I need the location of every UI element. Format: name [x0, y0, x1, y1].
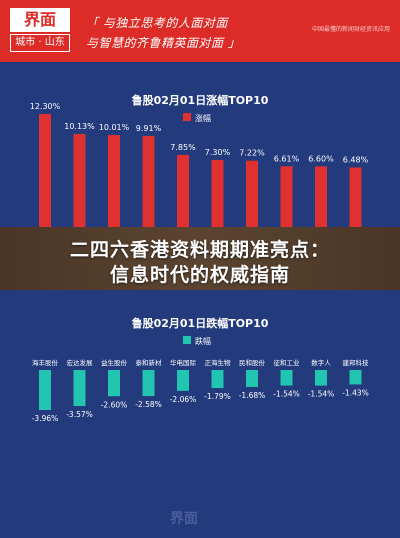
- bar-value-label: -3.96%: [32, 414, 59, 423]
- bar: [39, 114, 51, 227]
- bar: [280, 370, 293, 386]
- category-label: 海丰股份: [32, 358, 59, 367]
- bar: [349, 167, 362, 227]
- bar: [142, 370, 155, 397]
- bar: [280, 166, 293, 227]
- bar-value-label: 10.01%: [99, 123, 130, 132]
- bar-value-label: 7.85%: [170, 143, 196, 152]
- bar: [315, 370, 327, 386]
- legend-label: 跌幅: [195, 336, 211, 346]
- bar-value-label: 7.22%: [239, 149, 265, 158]
- legend-label: 涨幅: [195, 113, 211, 123]
- headline-line-2: 信息时代的权威指南: [109, 264, 290, 286]
- bar: [142, 135, 155, 227]
- logo-sub-text: 城市 · 山东: [10, 34, 70, 52]
- bar: [315, 166, 327, 227]
- bar-value-label: 7.30%: [205, 148, 231, 157]
- bar: [246, 370, 258, 387]
- category-label: 民和股份: [239, 358, 266, 367]
- legend-swatch: [183, 113, 191, 121]
- slogan-line-1: 「 与独立思考的人面对面: [86, 16, 228, 30]
- bar-value-label: 6.48%: [343, 155, 369, 164]
- category-label: 益生股份: [101, 358, 128, 367]
- category-label: 建邦科技: [343, 358, 370, 367]
- losers-chart-panel: 鲁股02月01日跌幅TOP10 跌幅海丰股份 -3.96% 宏达发展 -3.57% 益生股…: [0, 290, 400, 538]
- bar-value-label: -1.68%: [239, 391, 266, 400]
- bar: [211, 159, 224, 227]
- header-banner: 界面 城市 · 山东 「 与独立思考的人面对面 与智慧的齐鲁精英面对面 」 中国…: [0, 0, 400, 62]
- bar-value-label: -2.06%: [170, 395, 197, 404]
- bar: [349, 370, 362, 385]
- bar-value-label: 6.61%: [274, 154, 300, 163]
- category-label: 数字人: [311, 358, 331, 367]
- bar-value-label: -1.43%: [342, 388, 369, 397]
- bar-value-label: -1.54%: [308, 390, 335, 399]
- chart-title: 鲁股02月01日跌幅TOP10: [132, 316, 269, 330]
- headline-line-1: 二四六香港资料期期准亮点：: [69, 239, 330, 261]
- slogan-line-2: 与智慧的齐鲁精英面对面 」: [86, 36, 241, 50]
- bar-value-label: -1.54%: [273, 390, 300, 399]
- bar: [246, 160, 258, 227]
- bar-value-label: -2.60%: [101, 400, 128, 409]
- footer: 界面: [0, 500, 400, 538]
- bar: [73, 133, 86, 227]
- bar: [211, 370, 224, 389]
- bar-value-label: -3.57%: [66, 410, 93, 419]
- legend-swatch: [183, 336, 191, 344]
- bar-value-label: 12.30%: [30, 102, 61, 111]
- category-label: 华电国际: [170, 358, 197, 367]
- bar: [177, 370, 189, 391]
- brand-logo: 界面 城市 · 山东: [10, 8, 70, 54]
- category-label: 征和工业: [274, 358, 301, 367]
- logo-main-text: 界面: [10, 8, 70, 32]
- bar: [177, 154, 189, 227]
- category-label: 正海生物: [205, 358, 232, 367]
- header-note: 中国最懂的新闻财经资讯应用: [311, 26, 390, 33]
- category-label: 宏达发展: [67, 358, 94, 367]
- category-label: 泰和新材: [136, 358, 163, 367]
- headline-overlay: 二四六香港资料期期准亮点： 信息时代的权威指南: [0, 227, 400, 290]
- bar-value-label: 10.13%: [64, 122, 95, 131]
- footer-logo: 界面: [170, 511, 198, 527]
- bar-value-label: -2.58%: [135, 400, 162, 409]
- bar-value-label: -1.79%: [204, 392, 231, 401]
- bar-value-label: 9.91%: [136, 124, 162, 133]
- bar: [73, 370, 86, 407]
- chart-title: 鲁股02月01日涨幅TOP10: [132, 93, 269, 107]
- bar-value-label: 6.60%: [308, 154, 334, 163]
- gainers-chart-panel: 鲁股02月01日涨幅TOP10 涨幅 12.30% 10.13% 10.01% 9.91%…: [0, 62, 400, 227]
- gainers-chart: 鲁股02月01日涨幅TOP10 涨幅 12.30% 10.13% 10.01% 9.91%…: [30, 93, 369, 227]
- bar: [108, 135, 120, 227]
- bar: [39, 370, 51, 410]
- bar: [108, 370, 120, 397]
